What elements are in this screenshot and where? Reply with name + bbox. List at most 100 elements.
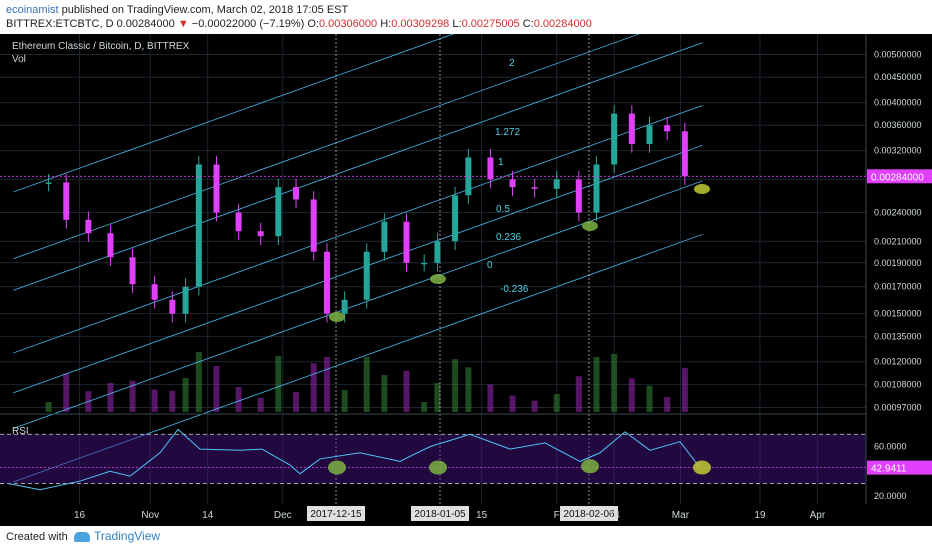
volume-bar (257, 397, 264, 412)
date-marker-box (411, 506, 469, 521)
ohlc-line: BITTREX:ETCBTC, D 0.00284000 ▼ −0.000220… (6, 18, 592, 30)
price-tick-label: 0.00450000 (874, 72, 922, 82)
time-tick-label: Nov (141, 510, 159, 521)
volume-bar (681, 368, 688, 412)
candle-body (403, 221, 410, 263)
candle-body (257, 231, 264, 237)
rsi-tick-label: 20.0000 (874, 491, 907, 501)
author-link[interactable]: ecoinamist (6, 4, 59, 16)
time-tick-label: Apr (810, 510, 826, 521)
volume-bar (129, 380, 136, 412)
volume-bar (531, 400, 538, 412)
date-marker-box (560, 506, 618, 521)
volume-bar (593, 357, 600, 412)
candle-body (611, 113, 618, 165)
candle-body (275, 187, 282, 237)
touch-marker (430, 274, 446, 284)
price-tick-label: 0.00320000 (874, 146, 922, 156)
channel-line (13, 233, 703, 483)
volume-bar (341, 390, 348, 412)
volume-bar (553, 393, 560, 412)
price-tick-label: 0.00108000 (874, 379, 922, 389)
volume-bar (465, 367, 472, 412)
touch-marker (582, 221, 598, 231)
candle-body (213, 164, 220, 213)
volume-bar (182, 378, 189, 412)
volume-bar (403, 370, 410, 412)
price-tick-label: 0.00400000 (874, 98, 922, 108)
chart-svg[interactable]: 2 1.272 1 0.5 0.236 0 -0.236 2017-12-15 2018-01… (0, 0, 932, 526)
candle-body (151, 284, 158, 300)
candle-body (323, 251, 330, 314)
candle-body (63, 182, 70, 220)
volume-bar (611, 354, 618, 412)
volume-bar (213, 366, 220, 412)
time-tick-label: 14 (202, 510, 214, 521)
volume-bar (235, 387, 242, 412)
volume-bar (63, 373, 70, 412)
channel-label: -0.236 (500, 284, 529, 295)
h-value: 0.00309298 (391, 18, 450, 30)
price-tick-label: 0.00135000 (874, 331, 922, 341)
change-text: −0.00022000 (−7.19%) (191, 18, 305, 30)
volume-bar (487, 384, 494, 412)
time-tick-label: F (554, 510, 560, 521)
candle-body (531, 187, 538, 189)
last-price-box (867, 169, 932, 184)
rsi-label: RSI (12, 426, 29, 437)
volume-bar (421, 402, 428, 412)
volume-bar (107, 383, 114, 412)
tradingview-link[interactable]: TradingView (74, 529, 160, 543)
time-tick-label: 15 (476, 510, 488, 521)
channel-label: 0.5 (496, 204, 510, 215)
volume-bar (169, 390, 176, 412)
candle-body (553, 179, 560, 189)
rsi-last-box (867, 460, 932, 475)
chart-title: Ethereum Classic / Bitcoin, D, BITTREX (12, 41, 190, 52)
chart-subtitle: Vol (12, 54, 26, 65)
rsi-marker (693, 460, 711, 475)
price-tick-label: 0.00500000 (874, 50, 922, 60)
channel-label: 1.272 (495, 127, 520, 138)
channel-line (13, 0, 550, 193)
volume-bar (509, 395, 516, 412)
time-tick-label: 14 (609, 510, 621, 521)
o-value: 0.00306000 (319, 18, 378, 30)
time-tick-label: 16 (74, 510, 86, 521)
candle-body (421, 262, 428, 265)
volume-bar (293, 392, 300, 412)
volume-bar (323, 357, 330, 412)
rsi-marker (429, 460, 447, 475)
candle-body (85, 219, 92, 234)
price-tick-label: 0.00360000 (874, 120, 922, 130)
candle-body (509, 179, 516, 188)
volume-bar (664, 397, 671, 412)
time-tick-label: Dec (274, 510, 292, 521)
volume-bar (381, 375, 388, 412)
tradingview-cloud-icon (74, 531, 90, 542)
candle-body (107, 233, 114, 258)
rsi-last-label: 42.9411 (871, 464, 907, 475)
chart-footer: Created with TradingView (0, 526, 932, 550)
publish-line: ecoinamist published on TradingView.com,… (6, 4, 348, 16)
candle-body (646, 125, 653, 144)
chart-header: ecoinamist published on TradingView.com,… (0, 0, 932, 34)
date-marker-label: 2018-01-05 (414, 509, 466, 520)
channel-label: 1 (498, 157, 504, 168)
volume-bar (310, 363, 317, 412)
candle-body (169, 299, 176, 314)
down-triangle-icon: ▼ (177, 18, 189, 30)
channel-line (13, 10, 703, 260)
o-label: O: (307, 18, 319, 30)
candle-body (235, 212, 242, 232)
candle-body (575, 179, 582, 213)
candle-body (182, 286, 189, 314)
created-with-text: Created with (6, 531, 68, 543)
chart-area[interactable]: 2 1.272 1 0.5 0.236 0 -0.236 2017-12-15 2018-01… (0, 0, 932, 526)
channel-label: 2 (509, 58, 515, 69)
price-tick-label: 0.00170000 (874, 282, 922, 292)
candle-body (434, 241, 441, 263)
touch-marker (329, 312, 345, 322)
volume-bar (646, 385, 653, 412)
price-tick-label: 0.00097000 (874, 403, 922, 413)
